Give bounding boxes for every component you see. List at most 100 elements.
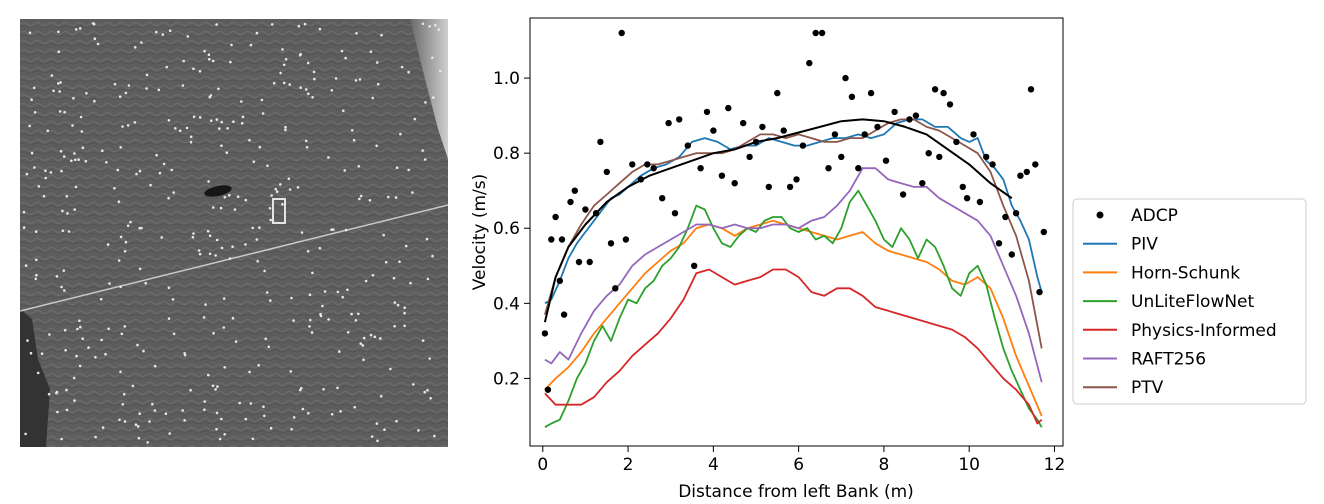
tracer-particle xyxy=(79,325,82,329)
tracer-particle xyxy=(380,33,383,37)
tracer-particle xyxy=(323,290,327,293)
tracer-particle xyxy=(93,99,96,103)
tracer-particle xyxy=(336,386,339,390)
tracer-particle xyxy=(208,252,212,256)
tracer-particle xyxy=(65,408,69,412)
tracer-particle xyxy=(146,441,149,444)
tracer-particle xyxy=(96,42,100,46)
tracer-particle xyxy=(25,172,29,176)
tracer-particle xyxy=(28,124,31,128)
y-tick-label: 1.0 xyxy=(493,69,520,89)
tracer-particle xyxy=(263,269,266,273)
left-bank xyxy=(20,309,50,447)
tracer-particle xyxy=(119,235,123,239)
floating-frame xyxy=(272,198,286,224)
tracer-particle xyxy=(433,23,437,27)
tracer-particle xyxy=(151,402,154,406)
tracer-particle xyxy=(338,350,341,353)
tracer-particle xyxy=(288,188,292,191)
tracer-particle xyxy=(49,171,53,174)
tracer-particle xyxy=(46,129,50,133)
tracer-particle xyxy=(207,53,211,56)
tracer-particle xyxy=(223,195,227,199)
tracer-particle xyxy=(121,125,124,128)
tracer-particle xyxy=(142,349,145,353)
adcp-point xyxy=(899,191,907,198)
adcp-point xyxy=(612,285,619,292)
x-tick-label: 10 xyxy=(958,455,980,475)
adcp-point xyxy=(867,89,875,97)
adcp-point xyxy=(953,138,960,146)
tracer-particle xyxy=(371,96,375,100)
adcp-point xyxy=(582,206,589,213)
tracer-particle xyxy=(413,117,417,121)
tracer-particle xyxy=(116,168,120,172)
tracer-particle xyxy=(127,84,131,87)
legend-label: ADCP xyxy=(1131,206,1178,226)
tracer-particle xyxy=(228,257,232,260)
right-bank xyxy=(410,19,448,159)
tracer-particle xyxy=(182,59,185,63)
tracer-particle xyxy=(30,98,33,101)
tracer-particle xyxy=(198,116,202,119)
tracer-particle xyxy=(334,77,338,80)
tracer-particle xyxy=(393,301,397,304)
tracer-particle xyxy=(379,395,383,398)
tracer-particle xyxy=(379,337,382,340)
tracer-particle xyxy=(85,92,88,95)
tracer-particle xyxy=(383,428,386,432)
tracer-particle xyxy=(62,269,66,272)
tracer-particle xyxy=(346,288,349,292)
tracer-particle xyxy=(375,61,379,64)
tracer-particle xyxy=(70,159,73,163)
tracer-particle xyxy=(382,233,386,237)
tracer-particle xyxy=(346,331,350,334)
adcp-point xyxy=(703,108,711,116)
tracer-particle xyxy=(290,428,293,431)
tracer-particle xyxy=(136,425,140,428)
tracer-particle xyxy=(339,410,342,413)
y-tick-label: 0.8 xyxy=(493,144,520,164)
adcp-point xyxy=(731,180,738,187)
tracer-particle xyxy=(113,82,117,86)
tracer-particle xyxy=(327,318,330,321)
tracer-particle xyxy=(313,77,316,81)
series-line-ptv xyxy=(544,118,1043,349)
tracer-particle xyxy=(244,198,248,202)
adcp-point xyxy=(983,153,990,161)
tracer-particle xyxy=(364,279,368,283)
tracer-particle xyxy=(437,28,441,31)
adcp-point xyxy=(806,59,813,67)
tracer-particle xyxy=(255,31,259,35)
legend-label: Horn-Schunk xyxy=(1131,263,1240,283)
tracer-particle xyxy=(258,145,262,149)
tracer-particle xyxy=(189,140,193,144)
tracer-particle xyxy=(269,218,272,222)
tracer-particle xyxy=(36,371,40,375)
tracer-particle xyxy=(403,311,406,315)
adcp-point xyxy=(976,198,984,206)
adcp-point xyxy=(752,138,760,146)
tracer-particle xyxy=(256,259,259,263)
tracer-particle xyxy=(362,336,366,340)
tracer-particle xyxy=(73,208,76,211)
tracer-particle xyxy=(167,119,171,122)
tracer-particle xyxy=(240,121,244,125)
tracer-particle xyxy=(100,338,103,342)
tracer-particle xyxy=(32,86,36,90)
tracer-particle xyxy=(249,43,253,47)
tracer-particle xyxy=(24,432,27,436)
adcp-point xyxy=(812,29,819,37)
tracer-particle xyxy=(350,129,354,132)
tracer-particle xyxy=(241,115,245,119)
tracer-particle xyxy=(220,144,223,147)
tracer-particle xyxy=(232,120,235,123)
adcp-point xyxy=(799,142,807,149)
adcp-point xyxy=(774,89,781,97)
adcp-point xyxy=(931,86,939,93)
tracer-particle xyxy=(306,250,310,253)
adcp-point xyxy=(650,165,657,172)
tracer-particle xyxy=(244,243,247,246)
series-line-unliteflownet xyxy=(544,189,1043,428)
tracer-particle xyxy=(63,289,66,292)
